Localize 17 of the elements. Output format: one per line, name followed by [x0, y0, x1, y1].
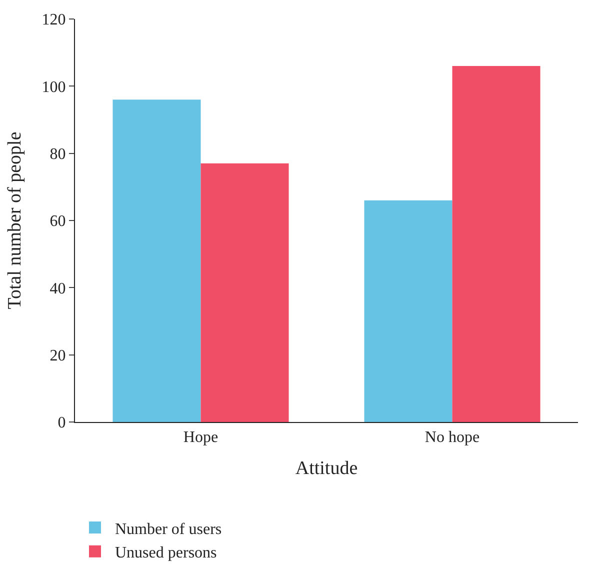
x-tick-label: Hope	[183, 429, 218, 446]
y-tick-label: 60	[50, 213, 66, 230]
y-tick-label: 20	[50, 347, 66, 364]
y-tick-label: 80	[50, 146, 66, 163]
legend-label: Number of users	[115, 520, 222, 538]
x-axis-title: Attitude	[295, 458, 358, 479]
bar	[452, 66, 540, 422]
y-tick-label: 100	[42, 78, 66, 96]
x-tick-label: No hope	[424, 429, 480, 446]
y-tick-label: 0	[58, 414, 66, 432]
bar	[364, 200, 452, 422]
bar	[200, 163, 289, 422]
y-axis-title: Total number of people	[4, 132, 26, 310]
bar	[112, 100, 201, 422]
legend-label: Unused persons	[115, 544, 217, 562]
y-tick-label: 120	[42, 12, 66, 29]
y-tick-label: 40	[50, 280, 66, 298]
